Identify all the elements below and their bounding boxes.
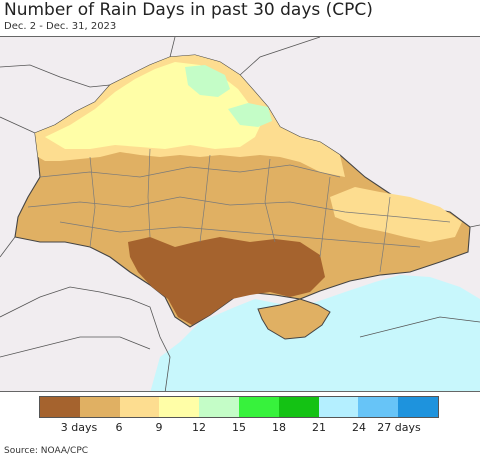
zone-15-18-days-e [228,103,272,127]
legend-label-6: 18 [272,421,286,434]
map-title: Number of Rain Days in past 30 days (CPC… [4,0,373,20]
zone-15-18-days-ne [185,65,230,97]
legend-colorbar [39,396,439,418]
legend-swatch-6 [238,397,279,417]
legend-swatch-1 [40,397,80,417]
zone-3-days-south [128,237,325,325]
country-borders [0,37,480,391]
legend-swatch-4 [159,397,200,417]
legend-label-1: 3 days [60,421,98,434]
legend-swatch-2 [79,397,120,417]
rain-days-map [0,36,480,392]
legend-label-2: 6 [115,421,123,434]
legend-labels: 3 days 6 9 12 15 18 21 24 27 days [39,421,439,435]
legend-swatch-5 [199,397,239,417]
date-range-subtitle: Dec. 2 - Dec. 31, 2023 [4,21,117,32]
zone-9-12-days-east [330,187,462,242]
black-sea [150,275,480,391]
legend-swatch-3 [119,397,160,417]
legend-swatch-7 [278,397,319,417]
map-svg [0,37,480,391]
legend-label-4: 12 [192,421,206,434]
oblast-boundaries [27,148,451,273]
legend-label-3: 9 [155,421,163,434]
crimea [257,298,331,340]
legend-swatch-10 [398,397,438,417]
legend-label-5: 15 [232,421,246,434]
legend-swatch-8 [318,397,359,417]
legend-swatch-9 [358,397,399,417]
legend-label-9: 27 days [377,421,421,434]
legend-label-8: 24 [352,421,366,434]
legend-label-7: 21 [312,421,326,434]
source-credit: Source: NOAA/CPC [4,446,89,456]
